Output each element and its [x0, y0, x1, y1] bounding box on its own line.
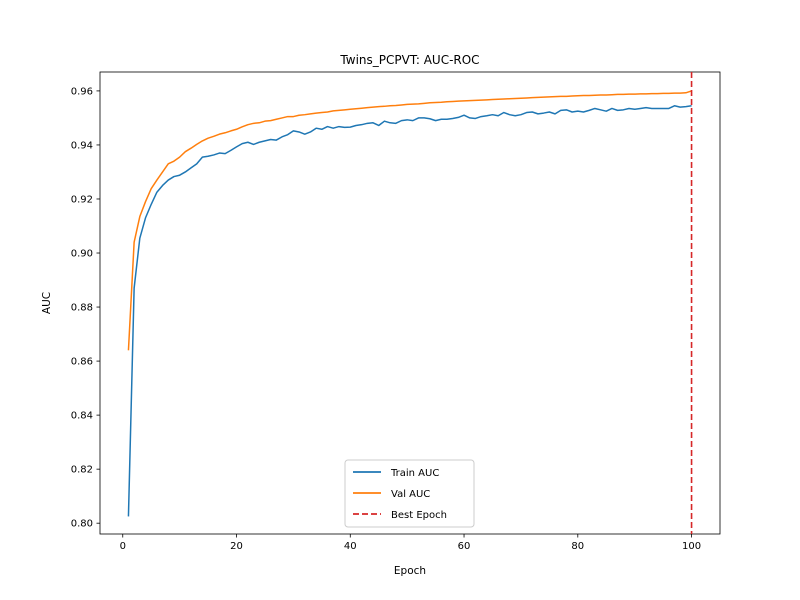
y-axis-label: AUC — [41, 292, 53, 314]
y-tick-label: 0.80 — [71, 519, 93, 530]
y-tick-label: 0.84 — [71, 411, 93, 422]
x-tick-label: 40 — [344, 541, 357, 552]
y-tick-label: 0.92 — [71, 194, 93, 205]
legend-label-val-auc: Val AUC — [391, 489, 430, 500]
x-tick-label: 0 — [120, 541, 126, 552]
y-axis-ticks: 0.80 0.82 0.84 0.86 0.88 0.90 0.92 0.94 0.96 — [71, 86, 100, 530]
legend-label-train-auc: Train AUC — [390, 468, 439, 479]
chart-title: Twins_PCPVT: AUC-ROC — [339, 53, 479, 67]
y-tick-label: 0.90 — [71, 249, 93, 260]
x-tick-label: 60 — [458, 541, 471, 552]
y-tick-label: 0.96 — [71, 86, 93, 97]
series-layer — [127, 90, 692, 517]
plot-frame — [99, 71, 721, 535]
legend: Train AUC Val AUC Best Epoch — [344, 459, 475, 528]
y-tick-label: 0.82 — [71, 465, 93, 476]
x-axis-ticks: 0 20 40 60 80 100 — [120, 534, 701, 552]
y-tick-label: 0.88 — [71, 303, 93, 314]
x-tick-label: 20 — [230, 541, 243, 552]
x-tick-label: 80 — [571, 541, 584, 552]
series-line-train-auc — [127, 105, 692, 517]
x-axis-label: Epoch — [394, 565, 426, 577]
x-tick-label: 100 — [682, 541, 701, 552]
y-tick-label: 0.94 — [71, 140, 93, 151]
y-tick-label: 0.86 — [71, 357, 93, 368]
legend-label-best-epoch: Best Epoch — [391, 510, 447, 521]
legend-box — [344, 459, 475, 528]
series-line-val-auc — [127, 90, 692, 351]
plot-area: 0 20 40 60 80 100 0.80 0.82 0.84 0.86 0.88 0.90 0.9… — [71, 71, 721, 552]
